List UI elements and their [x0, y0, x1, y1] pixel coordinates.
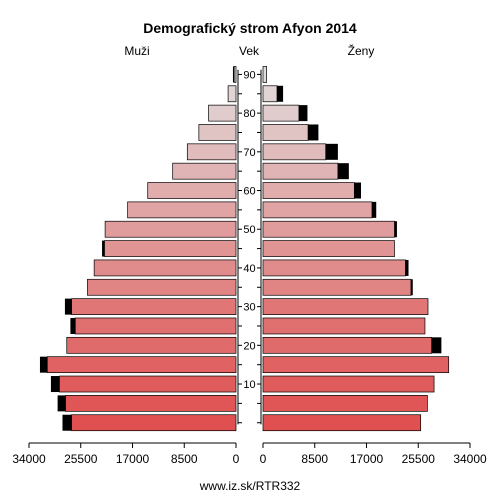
bar-women-80-84	[262, 104, 300, 122]
x-tick-label-left: 34000	[12, 452, 46, 466]
bar-men-80-84	[208, 104, 237, 122]
bar-women-85-89	[262, 85, 278, 103]
x-tick-label-right: 8500	[301, 452, 328, 466]
bar-men-90+	[233, 66, 237, 83]
bar-men-85-89	[227, 85, 237, 103]
left-label: Muži	[124, 44, 149, 58]
bar-women-excess-65-69	[337, 163, 349, 180]
bar-women-40-44	[262, 259, 406, 277]
bars-group	[39, 66, 450, 432]
bar-women-20-24	[262, 336, 432, 354]
bar-men-70-74	[186, 143, 237, 161]
x-tick-label-left: 8500	[171, 452, 198, 466]
bar-men-40-44	[93, 259, 237, 277]
bar-men-45-49	[104, 240, 237, 257]
bar-men-35-39	[87, 278, 237, 296]
bar-women-5-9	[262, 395, 428, 412]
age-tick-label: 30	[243, 302, 255, 314]
bar-men-excess-0-4	[62, 414, 72, 431]
bar-women-45-49	[262, 240, 395, 257]
bar-women-25-29	[262, 317, 426, 335]
bar-women-excess-80-84	[298, 105, 308, 122]
bar-men-excess-90+	[232, 66, 235, 83]
age-tick-label: 40	[243, 263, 255, 275]
bar-women-55-59	[262, 201, 373, 219]
bar-women-70-74	[262, 143, 327, 161]
bar-women-excess-55-59	[371, 201, 377, 218]
bar-women-excess-85-89	[277, 85, 284, 102]
bar-men-30-34	[71, 298, 237, 315]
x-tick-label-right: 0	[260, 452, 267, 466]
bar-men-5-9	[65, 395, 237, 412]
x-tick-label-left: 0	[233, 452, 240, 466]
bar-women-excess-50-54	[394, 221, 397, 238]
bar-women-0-4	[262, 414, 422, 432]
bar-women-excess-35-39	[410, 279, 413, 296]
x-tick-label-left: 25500	[64, 452, 98, 466]
bar-women-excess-20-24	[431, 337, 442, 354]
age-tick-label: 70	[243, 147, 255, 159]
age-tick-label: 50	[243, 224, 255, 236]
bar-men-0-4	[71, 414, 237, 432]
bar-men-50-54	[104, 220, 237, 238]
bar-men-excess-30-34	[64, 298, 72, 315]
bar-women-30-34	[262, 298, 429, 315]
bar-men-65-69	[172, 162, 237, 180]
bar-men-excess-45-49	[102, 240, 105, 257]
x-tick-label-right: 34000	[453, 452, 487, 466]
bar-women-excess-40-44	[405, 259, 409, 276]
bar-men-10-14	[59, 375, 237, 393]
bar-women-10-14	[262, 375, 435, 393]
age-tick-label: 10	[243, 379, 255, 391]
bar-women-65-69	[262, 162, 339, 180]
chart-title: Demografický strom Afyon 2014	[143, 20, 357, 36]
bar-men-excess-25-29	[70, 317, 76, 334]
bar-women-50-54	[262, 220, 395, 238]
bar-women-excess-60-64	[354, 182, 362, 199]
bar-men-excess-5-9	[57, 395, 66, 412]
bar-men-60-64	[147, 182, 237, 199]
age-tick-label: 80	[243, 108, 255, 120]
bar-women-35-39	[262, 278, 412, 296]
bar-men-20-24	[66, 336, 237, 354]
bar-women-90+	[262, 66, 268, 83]
x-tick-label-right: 17000	[350, 452, 384, 466]
age-tick-label: 90	[243, 69, 255, 81]
bar-men-excess-15-19	[39, 356, 48, 373]
center-label: Vek	[239, 44, 260, 58]
bar-men-15-19	[46, 356, 237, 374]
bar-men-55-59	[127, 201, 237, 219]
age-tick-label: 60	[243, 186, 255, 198]
age-tick-label: 20	[243, 340, 255, 352]
x-tick-label-left: 17000	[116, 452, 150, 466]
bar-women-excess-75-79	[308, 124, 319, 141]
bar-women-excess-70-74	[325, 143, 338, 160]
x-tick-label-right: 25500	[402, 452, 436, 466]
axes-group: 34000 0 25500 8500 17000 17000 8500 25500 0 34000…	[12, 69, 487, 466]
bar-men-75-79	[198, 124, 237, 141]
bar-women-15-19	[262, 356, 450, 374]
source-label: www.iz.sk/RTR332	[199, 479, 301, 493]
bar-men-excess-10-14	[50, 376, 60, 393]
bar-women-60-64	[262, 182, 355, 199]
bar-women-75-79	[262, 124, 309, 141]
right-label: Ženy	[348, 43, 375, 58]
bar-men-25-29	[74, 317, 237, 335]
